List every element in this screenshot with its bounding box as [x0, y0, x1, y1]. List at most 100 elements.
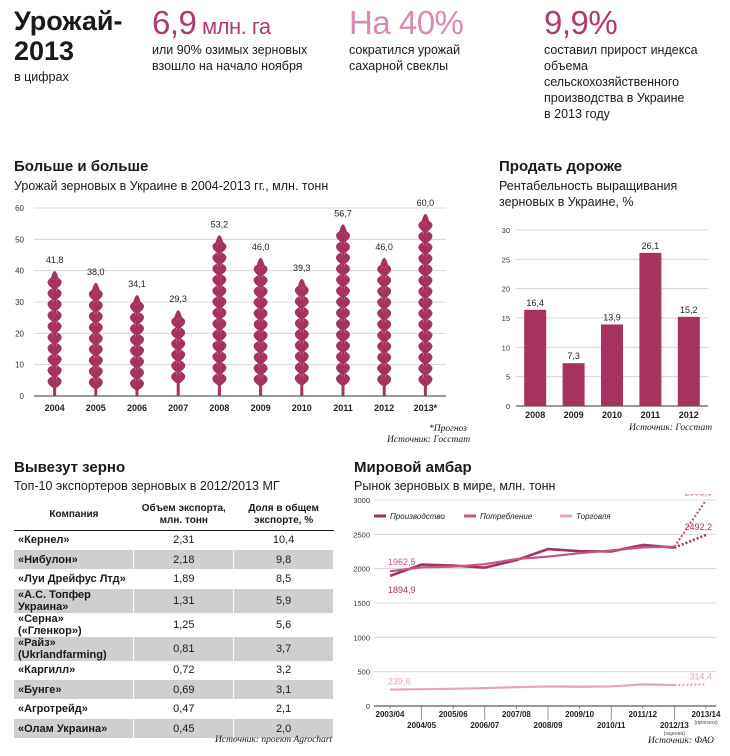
y-tick-label: 10 [502, 343, 510, 352]
y-tick-label: 20 [15, 329, 24, 338]
wheat-kernel [88, 354, 96, 368]
share-cell: 3,2 [233, 660, 334, 681]
wheat-kernel [335, 329, 343, 343]
wheat-kernel [212, 340, 220, 354]
share-cell: 5,6 [233, 612, 334, 637]
wheat-kernel [253, 340, 261, 354]
wheat-kernel [95, 376, 103, 390]
wheat-kernel [335, 252, 343, 266]
bar [677, 316, 700, 406]
company-cell: «Нибулон» [14, 549, 135, 570]
x-tick-label: 2006 [127, 403, 147, 413]
data-label: 56,7 [334, 208, 352, 218]
data-label: 314,4 [689, 671, 712, 681]
share-cell: 5,9 [233, 588, 334, 613]
wheat-kernel [88, 288, 96, 302]
wheat-kernel [418, 308, 426, 321]
company-cell: «Луи Дрейфус Лтд» [14, 569, 135, 589]
wheat-kernel [212, 285, 220, 299]
volume-cell: 0,81 [133, 636, 235, 661]
wheat-kernel [54, 299, 62, 313]
wheat-kernel [47, 343, 55, 357]
wheat-kernel [294, 284, 302, 298]
wheat-kernel [418, 297, 426, 310]
stat-text-1: или 90% озимых зерновых взошло на начало… [152, 42, 332, 74]
data-label: 16,4 [526, 298, 544, 308]
wheat-kernel [219, 252, 227, 266]
wheat-tip [297, 278, 306, 287]
stat-text-3-line: составил прирост индекса [544, 43, 698, 57]
wheat-kernel [377, 285, 385, 299]
wheat-kernel [212, 373, 220, 387]
wheat-kernel [212, 362, 220, 376]
wheat-kernel [425, 297, 433, 310]
wheat-kernel [219, 351, 227, 365]
wheat-kernel [54, 288, 62, 302]
stat-value-1-unit: млн. га [196, 14, 271, 39]
data-label: 46,0 [252, 242, 270, 252]
wheat-tip [339, 224, 347, 233]
volume-cell: 2,31 [133, 530, 235, 550]
wheat-kernel [212, 351, 220, 365]
wheat-kernel [137, 345, 145, 359]
wheat-kernel [301, 339, 309, 353]
wheat-kernel [294, 295, 302, 309]
wheat-kernel [343, 241, 351, 255]
harvest-chart: 0 10 20 30 40 50 60 41,8 2004 38,0 2005 34,1 2006 29,… [15, 198, 446, 413]
table-row: «Каргилл» 0,72 3,2 [14, 660, 334, 681]
wheat-kernel [418, 352, 426, 365]
wheat-kernel [418, 242, 426, 255]
wheat-kernel [219, 307, 227, 321]
profit-subtitle-line: зерновых в Украине, % [499, 195, 634, 209]
wheat-kernel [212, 241, 220, 255]
wheat-kernel [335, 318, 343, 332]
company-cell: «Агротрейд» [14, 699, 135, 719]
wheat-kernel [335, 274, 343, 288]
y-tick-label: 1500 [353, 599, 370, 608]
bar [639, 252, 662, 406]
wheat-kernel [301, 306, 309, 320]
wheat-kernel [384, 329, 392, 343]
wheat-kernel [425, 275, 433, 288]
wheat-kernel [171, 338, 179, 352]
wheat-kernel [377, 340, 385, 354]
y-tick-label: 0 [366, 702, 370, 711]
wheat-kernel [425, 363, 433, 376]
wheat-kernel [260, 296, 268, 310]
wheat-ear-bar [212, 235, 227, 396]
wheat-kernel [294, 328, 302, 342]
wheat-kernel [301, 295, 309, 309]
wheat-kernel [219, 340, 227, 354]
x-tick-label: 2005 [86, 403, 106, 413]
x-tick-label: 2009 [251, 403, 271, 413]
export-table-header: Компания Объем экспорта, млн. тонн Доля … [14, 500, 334, 531]
data-label: 41,8 [46, 255, 64, 265]
wheat-kernel [343, 252, 351, 266]
share-cell: 9,8 [233, 549, 334, 570]
wheat-kernel [384, 263, 392, 277]
wheat-kernel [253, 307, 261, 321]
export-source: Источник: проект Agrochart [215, 735, 333, 745]
stat-block-3: 9,9% составил прирост индекса объема сел… [544, 4, 724, 122]
wheat-kernel [129, 356, 137, 370]
x-tick-label: 2004 [45, 403, 65, 413]
wheat-kernel [137, 367, 145, 381]
table-row: «Бунге» 0,69 3,1 [14, 680, 334, 700]
x-tick-label: 2010 [292, 403, 312, 413]
wheat-kernel [212, 329, 220, 343]
wheat-kernel [219, 274, 227, 288]
x-tick-label: 2012 [374, 403, 394, 413]
data-label: 1894,9 [388, 585, 416, 595]
x-tick-label: 2003/04 [376, 710, 405, 719]
data-label: 39,3 [293, 263, 311, 273]
y-tick-label: 2500 [353, 530, 370, 539]
wheat-kernel [301, 350, 309, 364]
wheat-kernel [54, 343, 62, 357]
wheat-kernel [377, 318, 385, 332]
series-forecast-line [673, 533, 707, 549]
series-line [389, 545, 675, 573]
page-title-line2: 2013 [14, 36, 75, 66]
share-cell: 3,1 [233, 680, 334, 700]
profit-subtitle: Рентабельность выращивания зерновых в Ук… [499, 178, 677, 210]
wheat-kernel [260, 362, 268, 376]
